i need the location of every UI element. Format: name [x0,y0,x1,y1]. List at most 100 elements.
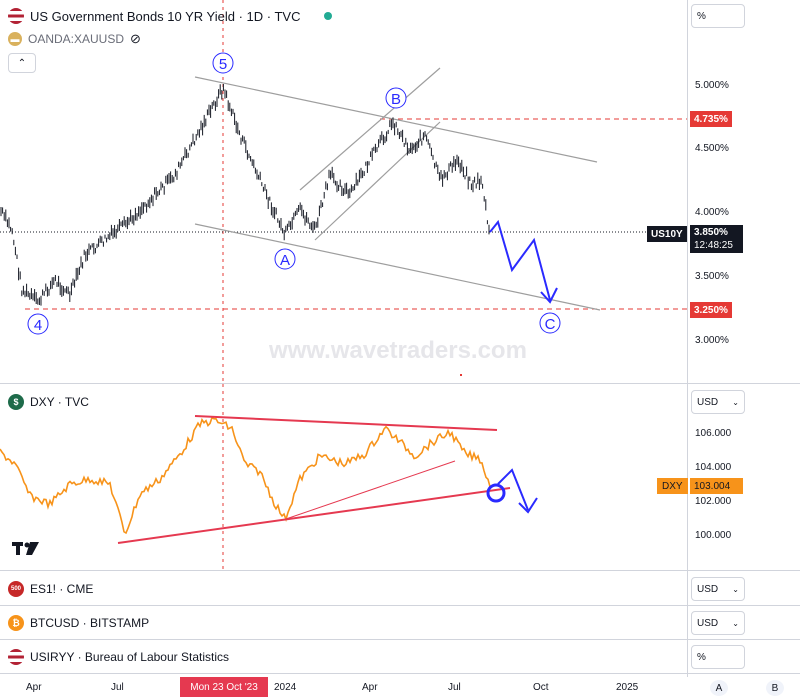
main-y-tick-4: 3.000% [695,335,729,346]
projection-arrowhead [540,287,558,304]
dxy-title: DXY · TVC [30,395,89,409]
time-tick-apr-24: Apr [362,682,378,693]
wave-b-label: B [391,91,401,108]
time-tick-2025: 2025 [616,682,639,693]
dxy-y-tick-0: 106.000 [695,428,732,439]
b-channel-lower [314,121,441,241]
main-y-tick-2: 4.000% [695,207,729,218]
pane-separator-1[interactable] [0,383,800,384]
wave-c-label: C [545,316,556,333]
pane-separator-3[interactable] [0,605,800,606]
dxy-inner-trendline [282,460,456,521]
dxy-projection-arrowhead [518,497,538,514]
pane-separator-5[interactable] [0,673,800,674]
pane-separator-4[interactable] [0,639,800,640]
dxy-y-tick-2: 102.000 [695,496,732,507]
overlay-symbol: OANDA:XAUUSD [28,32,125,46]
btc-pane-legend[interactable]: ₿ BTCUSD · BITSTAMP [8,615,149,631]
main-title: US Government Bonds 10 YR Yield · 1D · T… [30,8,301,24]
dxy-ticker-tag: DXY [657,478,688,494]
tv-logo-icon [12,542,39,555]
dollar-icon: $ [8,394,24,410]
es-title: ES1! · CME [30,582,94,596]
auto-scale-button[interactable]: A [710,680,728,696]
hidden-eye-icon[interactable]: ⊘ [130,31,141,46]
dxy-chart-canvas[interactable] [0,384,687,570]
dxy-support-line [117,487,511,544]
wave-a-circle [274,248,296,270]
dxy-target-marker [486,483,506,503]
main-legend[interactable]: US Government Bonds 10 YR Yield · 1D · T… [8,8,333,24]
time-tick-apr-23: Apr [26,682,42,693]
chevron-down-icon: ⌄ [732,397,739,407]
time-tick-jul-24: Jul [448,682,461,693]
wave-5-label: 5 [219,56,227,73]
dxy-projection-path [497,468,529,511]
main-chart-canvas[interactable]: 5 4 A B C www.wavetraders.com [0,0,687,383]
wave-a-label: A [280,252,290,269]
chevron-down-icon-3: ⌄ [732,618,739,628]
dxy-price-line [0,416,491,535]
time-tick-oct-24: Oct [533,682,549,693]
projection-path [489,219,551,301]
market-status-icon [324,12,333,20]
price-axis-border [687,0,688,677]
bitcoin-icon: ₿ [8,615,24,631]
tradingview-logo: TV [12,540,42,561]
channel-lower [194,223,601,311]
main-scale-unit-select[interactable]: % [691,4,745,28]
scale-mode-button[interactable]: B [766,680,784,696]
collapse-legend-button[interactable]: ⌃ [8,53,36,73]
scale-mode-label: B [771,682,779,694]
wave-b-circle [385,87,407,109]
btc-title: BTCUSD · BITSTAMP [30,616,150,630]
usiryy-unit: % [697,651,706,663]
pane-separator-2[interactable] [0,570,800,571]
wave-4-label: 4 [34,317,42,334]
wave-4-circle [27,313,49,335]
current-value: 3.850% [694,227,728,238]
es-currency-select[interactable]: USD ⌄ [691,577,745,601]
lower-level-label: 3.250% [690,302,732,318]
btc-currency: USD [697,617,719,629]
es-currency: USD [697,583,719,595]
chevron-up-icon: ⌃ [17,57,27,69]
es-icon: 500 [8,581,24,597]
main-y-tick-1: 4.500% [695,143,729,154]
wave-5-circle [212,52,234,74]
channel-upper [194,76,598,163]
es-pane-legend[interactable]: 500 ES1! · CME [8,581,93,597]
upper-level-label: 4.735% [690,111,732,127]
time-tick-2024: 2024 [274,682,297,693]
dxy-resistance-line [194,415,498,431]
chevron-down-icon-2: ⌄ [732,584,739,594]
us-flag-icon [8,8,24,24]
b-channel-upper [299,67,441,191]
watermark: www.wavetraders.com [268,337,527,364]
main-y-tick-0: 5.000% [695,80,729,91]
dxy-y-tick-1: 104.000 [695,462,732,473]
main-scale-unit: % [697,10,706,22]
overlay-legend[interactable]: ▬ OANDA:XAUUSD ⊘ [8,31,141,47]
wave-c-circle [539,312,561,334]
price-bars [0,83,490,306]
usiryy-unit-select[interactable]: % [691,645,745,669]
main-pane[interactable]: 5 4 A B C www.wavetraders.com US Governm… [0,0,687,383]
dxy-currency-select[interactable]: USD ⌄ [691,390,745,414]
usiryy-pane-legend[interactable]: USIRYY · Bureau of Labour Statistics [8,649,229,665]
current-ticker-tag: US10Y [647,226,687,242]
auto-scale-label: A [715,682,723,694]
red-mark [460,374,462,376]
dxy-value-tag: 103.004 [690,478,743,494]
bar-countdown: 12:48:25 [694,240,733,251]
dxy-pane[interactable]: $ DXY · TVC TV [0,384,687,570]
us-flag-icon-2 [8,649,24,665]
btc-currency-select[interactable]: USD ⌄ [691,611,745,635]
dxy-legend[interactable]: $ DXY · TVC [8,394,89,410]
dxy-currency: USD [697,396,719,408]
main-y-tick-3: 3.500% [695,271,729,282]
usiryy-title: USIRYY · Bureau of Labour Statistics [30,650,229,664]
gold-icon: ▬ [8,32,22,46]
crosshair-time-label: Mon 23 Oct '23 [180,677,268,697]
